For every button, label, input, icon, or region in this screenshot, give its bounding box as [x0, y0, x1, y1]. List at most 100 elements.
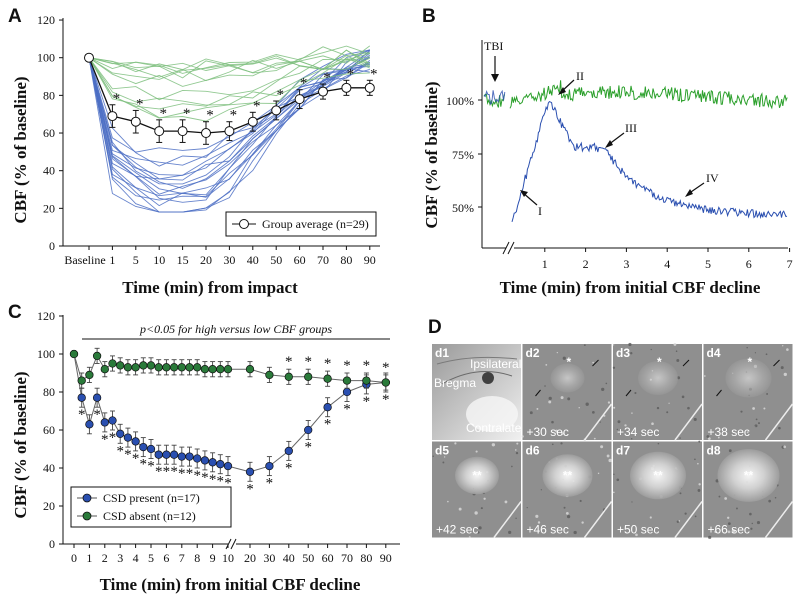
- tile-arrow: [716, 389, 722, 397]
- c-present-star: *: [124, 447, 132, 463]
- a-trace-mild: [88, 57, 370, 119]
- a-significance-star: *: [183, 106, 191, 122]
- c-present-star: *: [147, 459, 155, 475]
- tile-texture: [628, 342, 632, 347]
- c-csd-absent-point: [216, 365, 225, 374]
- tile-texture: [783, 372, 787, 377]
- c-csd-present-point: [265, 461, 274, 471]
- tile-texture: [765, 353, 768, 356]
- c-csd-present-point: [216, 460, 225, 469]
- annot-i: I: [538, 204, 542, 218]
- c-csd-absent-point: [265, 370, 274, 380]
- c-present-star: *: [78, 407, 86, 423]
- tile-time-label: +46 sec: [527, 523, 569, 537]
- tile-texture: [608, 458, 612, 463]
- tile-texture: [583, 344, 586, 347]
- a-xtick-label: 90: [364, 253, 376, 267]
- tile-texture: [551, 443, 554, 446]
- tile-texture: [758, 422, 760, 425]
- panel-b-yticks: 50% 75% 100%: [446, 94, 482, 215]
- b-xtick-label: 2: [583, 257, 589, 271]
- a-average-point: [201, 128, 211, 139]
- tile-texture: [707, 437, 711, 441]
- tile-texture: [545, 363, 548, 366]
- c-ytick-label: 120: [37, 309, 55, 323]
- tile-time-label: +66 sec: [708, 523, 750, 537]
- c-present-star: *: [246, 481, 254, 497]
- tile-texture: [515, 517, 517, 519]
- panel-a-label: A: [8, 6, 22, 27]
- c-csd-absent-point: [100, 365, 109, 374]
- tile-arrow: [773, 359, 780, 367]
- tile-spreading-spot: [542, 454, 593, 497]
- tile-time-label: +30 sec: [527, 425, 569, 439]
- tile-texture: [697, 489, 701, 492]
- legend-csd-absent-text: CSD absent (n=12): [103, 509, 196, 523]
- panel-c-axis-break-2: [230, 538, 237, 550]
- tile-texture: [634, 391, 637, 395]
- tile-d1-bregma: Bregma: [434, 376, 476, 390]
- a-trace-mild: [88, 57, 370, 110]
- c-present-star: *: [140, 457, 148, 473]
- tile-texture: [694, 458, 696, 461]
- tile-id-label: d2: [526, 346, 540, 360]
- annot-iv: IV: [706, 171, 719, 185]
- a-average-point: [318, 86, 328, 97]
- c-present-star: *: [193, 468, 201, 484]
- tile-texture: [601, 387, 605, 392]
- tile-double-star: **: [653, 469, 663, 483]
- a-ytick-label: 20: [43, 201, 55, 215]
- tile-texture: [728, 449, 732, 453]
- a-trace-severe: [88, 57, 370, 189]
- c-present-star: *: [285, 460, 293, 476]
- tile-texture: [535, 514, 539, 518]
- c-csd-present-point: [185, 452, 194, 461]
- tile-d1-ipsilateral: Ipsilateral: [470, 357, 521, 371]
- panel-b: B CBF (% of baseline) Time (min) from in…: [422, 6, 793, 297]
- c-present-star: *: [178, 466, 186, 482]
- b-ytick-label: 75%: [452, 148, 474, 162]
- c-csd-absent-point: [146, 361, 156, 370]
- tile-texture: [560, 396, 564, 400]
- c-csd-absent-point: [131, 363, 140, 372]
- tile-texture: [565, 511, 569, 515]
- a-significance-star: *: [347, 66, 355, 82]
- c-csd-present-point: [116, 429, 125, 438]
- c-csd-present-point: [245, 467, 255, 476]
- tile-texture: [703, 375, 706, 377]
- tile-texture: [581, 521, 584, 524]
- c-csd-present-point: [108, 416, 117, 425]
- a-average-point: [130, 116, 141, 127]
- c-csd-present-point: [284, 446, 293, 456]
- a-significance-star: *: [159, 106, 167, 122]
- tile-d1: Ipsilateral Bregma Contralateral d1: [432, 344, 535, 440]
- c-ytick-label: 0: [49, 537, 55, 551]
- b-green-pre-trace: [483, 93, 505, 108]
- tile-vessel: [583, 501, 613, 538]
- c-csd-absent-point: [154, 363, 163, 372]
- tile-time-label: +50 sec: [617, 523, 659, 537]
- c-xtick-label: 80: [360, 551, 372, 565]
- c-present-star: *: [132, 451, 140, 467]
- c-csd-present-point: [131, 437, 140, 446]
- tile-texture: [650, 348, 652, 351]
- b-xtick-label: 3: [623, 257, 629, 271]
- a-average-point: [364, 82, 375, 93]
- annot-iii: III: [625, 121, 637, 135]
- tile-texture: [483, 497, 486, 500]
- c-present-star: *: [93, 407, 101, 423]
- c-csd-absent-point: [223, 365, 233, 374]
- a-ytick-label: 120: [37, 13, 55, 27]
- c-csd-absent-point: [362, 376, 371, 385]
- tile-texture: [616, 428, 619, 431]
- tile-texture: [560, 442, 563, 445]
- tile-d1-impact-site: [482, 372, 494, 384]
- tile-texture: [749, 512, 752, 516]
- c-csd-present-point: [223, 461, 233, 471]
- a-average-point: [107, 111, 118, 122]
- tile-texture: [706, 435, 710, 438]
- tile-texture: [679, 437, 681, 439]
- panel-c-series: * ** ** * * * * * * * * * * * * * * * ***** * ** * * * * *: [69, 347, 390, 497]
- a-trace-mild: [88, 45, 371, 79]
- c-present-star: *: [363, 394, 371, 410]
